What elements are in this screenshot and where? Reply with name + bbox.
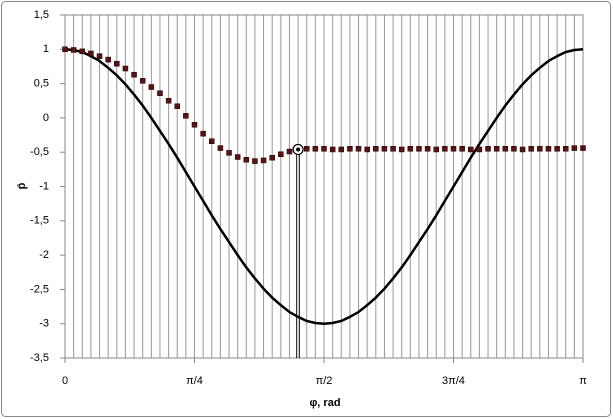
- data-point: [416, 146, 422, 152]
- data-point: [554, 146, 560, 152]
- data-point: [165, 98, 172, 104]
- data-point: [450, 146, 457, 152]
- data-point: [260, 157, 267, 164]
- data-point: [286, 148, 293, 155]
- data-point: [278, 151, 284, 158]
- data-point: [148, 84, 155, 90]
- data-point: [545, 146, 552, 152]
- data-point: [398, 146, 405, 153]
- data-point: [502, 146, 509, 152]
- data-point: [96, 53, 103, 59]
- y-tick-label: 1,5: [34, 9, 49, 21]
- y-axis-title: p̄: [16, 182, 28, 189]
- data-point: [269, 154, 275, 161]
- y-tick-label: 1: [43, 43, 49, 55]
- data-point: [468, 146, 474, 153]
- data-point: [217, 145, 224, 151]
- data-point: [519, 146, 526, 153]
- data-point: [131, 71, 137, 78]
- data-point: [528, 146, 534, 152]
- data-point: [459, 146, 465, 152]
- y-tick-label: -3: [39, 318, 49, 330]
- data-point: [485, 146, 491, 152]
- data-point: [62, 46, 68, 53]
- data-point: [537, 146, 543, 152]
- y-tick-label: -2: [39, 249, 49, 261]
- data-point: [234, 154, 241, 160]
- x-axis-title: φ, rad: [309, 397, 340, 409]
- data-point: [329, 146, 336, 153]
- data-point: [580, 145, 586, 151]
- data-point: [390, 146, 396, 152]
- data-point: [139, 78, 146, 84]
- data-point: [312, 146, 319, 152]
- y-tick-label: 0,5: [34, 78, 49, 90]
- x-tick-label: π/4: [186, 375, 203, 387]
- data-point: [243, 156, 250, 163]
- y-tick-label: 0: [43, 112, 49, 124]
- data-point: [355, 146, 362, 152]
- data-point: [433, 146, 439, 153]
- data-point: [347, 146, 353, 152]
- data-point: [321, 146, 327, 152]
- data-point: [209, 138, 215, 144]
- x-tick-label: 0: [62, 375, 68, 387]
- data-point: [303, 146, 310, 152]
- y-tick-label: -1: [39, 180, 49, 192]
- data-point: [571, 145, 578, 151]
- data-line: [64, 48, 584, 325]
- marker-dot: [296, 147, 301, 152]
- data-point: [70, 47, 77, 53]
- data-point: [493, 146, 500, 152]
- y-tick-label: -2,5: [30, 283, 49, 295]
- data-point: [476, 146, 483, 153]
- data-point: [442, 146, 448, 152]
- y-tick-label: -0,5: [30, 146, 49, 158]
- x-tick-label: π/2: [316, 375, 333, 387]
- data-point: [105, 56, 111, 63]
- data-point: [424, 146, 431, 152]
- data-point: [364, 146, 370, 153]
- data-point: [114, 60, 120, 67]
- data-point: [562, 146, 569, 152]
- data-point: [407, 146, 414, 152]
- y-tick-label: -3,5: [30, 352, 49, 364]
- data-point: [88, 50, 94, 57]
- data-point: [174, 103, 180, 109]
- data-point: [79, 48, 86, 55]
- data-point: [122, 65, 129, 72]
- y-tick-label: -1,5: [30, 215, 49, 227]
- data-point: [191, 122, 198, 128]
- data-point: [157, 90, 163, 96]
- x-tick-label: π: [579, 375, 587, 387]
- x-tick-label: 3π/4: [442, 375, 465, 387]
- data-point: [373, 146, 379, 152]
- data-point: [226, 150, 232, 156]
- data-point: [183, 113, 189, 119]
- data-point: [381, 146, 388, 152]
- data-point: [252, 158, 258, 164]
- data-point: [338, 146, 345, 153]
- data-point: [511, 146, 517, 152]
- data-point: [200, 130, 206, 137]
